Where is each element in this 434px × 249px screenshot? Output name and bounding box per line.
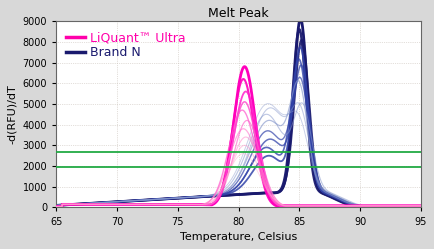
X-axis label: Temperature, Celsius: Temperature, Celsius [180, 232, 297, 242]
Title: Melt Peak: Melt Peak [208, 7, 269, 20]
Legend: LiQuant™ Ultra, Brand N: LiQuant™ Ultra, Brand N [62, 27, 189, 63]
Y-axis label: -d(RFU)/dT: -d(RFU)/dT [7, 84, 17, 144]
